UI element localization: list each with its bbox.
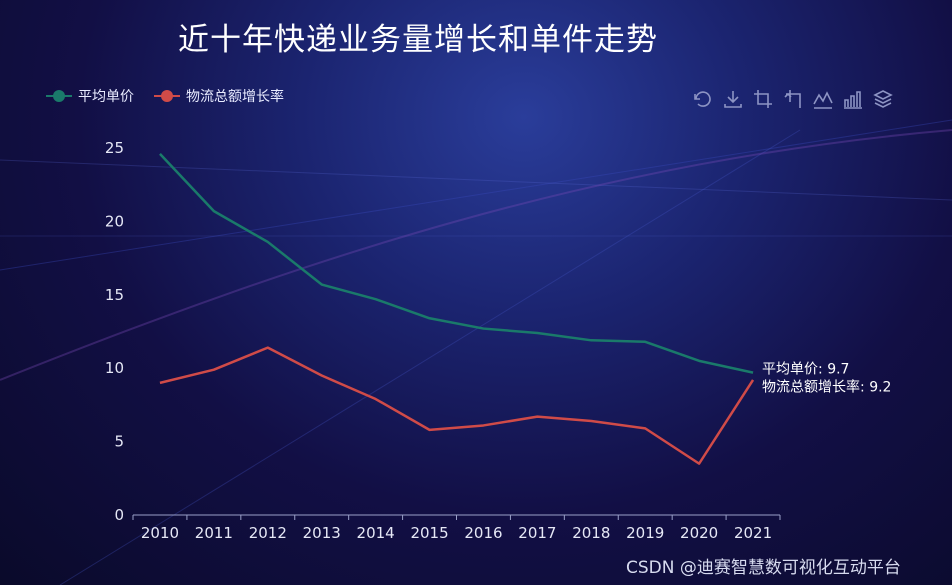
stack-icon[interactable] [872,88,894,110]
x-tick-label: 2019 [626,524,664,542]
x-tick-label: 2014 [357,524,395,542]
download-icon[interactable] [722,88,744,110]
x-tick-label: 2020 [680,524,718,542]
chart-toolbox [692,88,894,110]
y-tick-label: 10 [105,359,124,377]
end-label-avg-price: 平均单价: 9.7 [762,362,849,378]
crop-icon[interactable] [752,88,774,110]
x-tick-label: 2018 [572,524,610,542]
x-tick-label: 2016 [464,524,502,542]
restore-icon[interactable] [692,88,714,110]
legend-marker-growth-rate [154,89,180,103]
y-tick-label: 0 [114,506,124,524]
legend-label-growth-rate: 物流总额增长率 [186,89,284,105]
y-tick-label: 5 [114,433,124,451]
line-chart-icon[interactable] [812,88,834,110]
y-tick-label: 25 [105,139,124,157]
chart-title: 近十年快递业务量增长和单件走势 [178,22,658,58]
end-label-growth-rate: 物流总额增长率: 9.2 [762,379,891,396]
chart-legend: 平均单价 物流总额增长率 [46,86,284,106]
bar-chart-icon[interactable] [842,88,864,110]
series-line-growth-rate [159,346,755,465]
series-line-avg-price [159,153,754,374]
x-tick-label: 2021 [734,524,772,542]
x-tick-label: 2011 [195,524,233,542]
legend-item-growth-rate[interactable]: 物流总额增长率 [154,86,284,106]
x-tick-label: 2010 [141,524,179,542]
y-tick-label: 20 [105,212,124,230]
y-tick-label: 15 [105,286,124,304]
watermark: CSDN @迪赛智慧数可视化互动平台 [626,558,901,578]
crop-back-icon[interactable] [782,88,804,110]
x-tick-label: 2017 [518,524,556,542]
x-tick-label: 2015 [410,524,448,542]
legend-marker-avg-price [46,89,72,103]
x-tick-label: 2012 [249,524,287,542]
x-tick-label: 2013 [303,524,341,542]
legend-label-avg-price: 平均单价 [78,89,134,105]
legend-item-avg-price[interactable]: 平均单价 [46,86,134,106]
